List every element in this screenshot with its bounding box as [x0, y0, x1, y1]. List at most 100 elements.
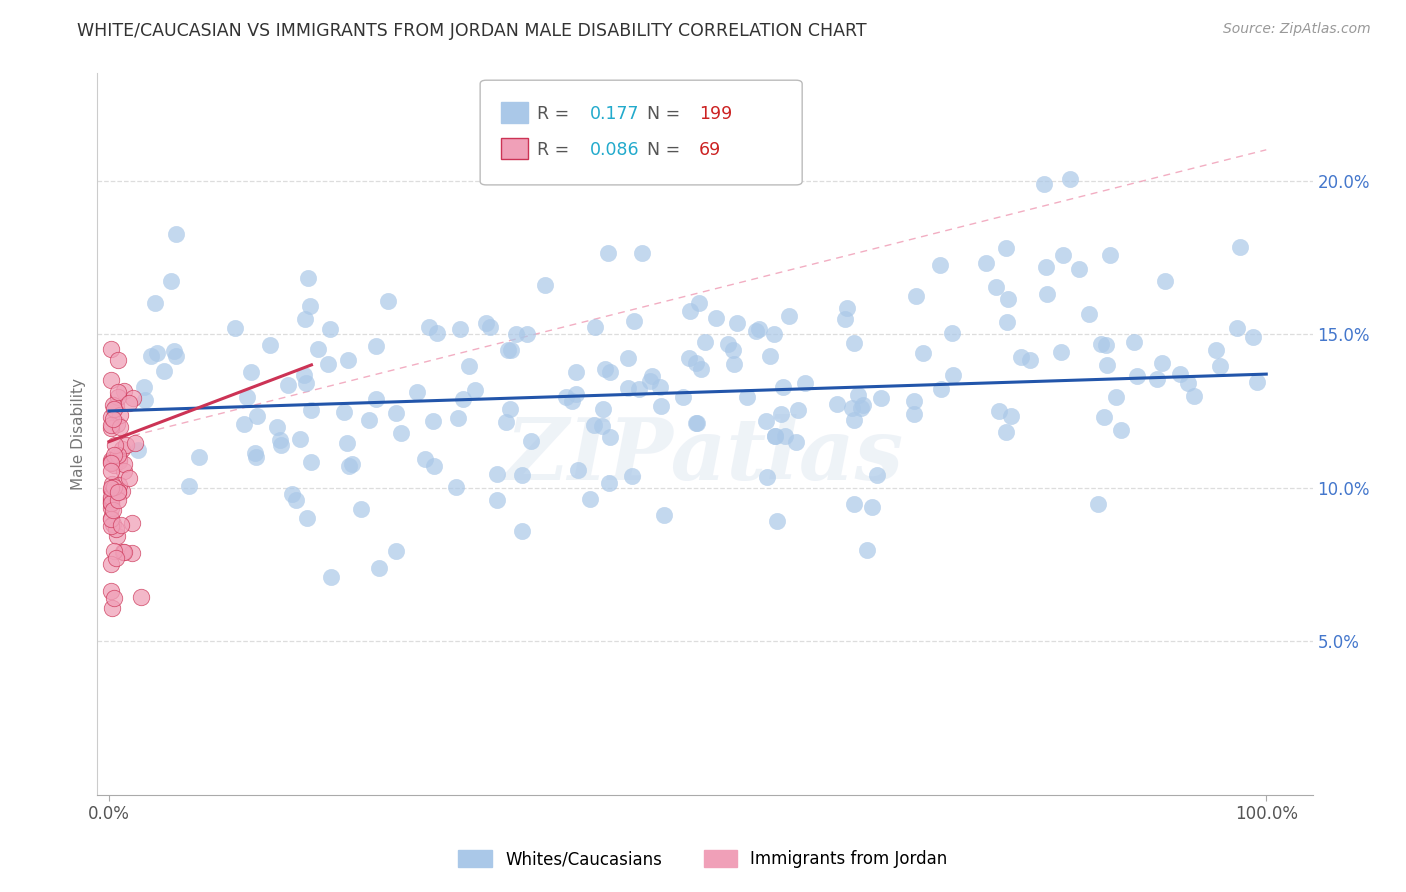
- Point: [778, 309, 800, 323]
- Point: [1000, 409, 1022, 424]
- Text: 0.177: 0.177: [589, 105, 638, 123]
- Point: [422, 414, 444, 428]
- FancyBboxPatch shape: [479, 80, 803, 185]
- Point: [103, 458, 125, 472]
- Point: [100, 496, 122, 510]
- Point: [786, 403, 808, 417]
- Point: [591, 419, 613, 434]
- Point: [444, 480, 467, 494]
- Point: [121, 391, 143, 405]
- Point: [1123, 335, 1146, 350]
- Point: [772, 380, 794, 394]
- FancyBboxPatch shape: [501, 138, 527, 159]
- Point: [852, 399, 875, 413]
- Point: [100, 483, 122, 497]
- Text: R =: R =: [537, 141, 575, 160]
- Point: [100, 496, 122, 510]
- Point: [745, 324, 768, 338]
- Point: [100, 491, 122, 506]
- Point: [318, 322, 340, 336]
- Point: [104, 437, 127, 451]
- Point: [599, 365, 621, 379]
- Point: [763, 429, 786, 443]
- Point: [121, 546, 143, 560]
- Point: [366, 392, 388, 406]
- Point: [631, 246, 654, 260]
- Point: [1154, 274, 1177, 288]
- Point: [988, 403, 1011, 417]
- Point: [107, 484, 129, 499]
- Point: [693, 335, 716, 350]
- Point: [100, 493, 122, 508]
- Point: [870, 391, 893, 405]
- Point: [498, 343, 520, 358]
- Point: [349, 502, 371, 516]
- Point: [765, 429, 787, 443]
- Point: [464, 383, 486, 397]
- Point: [759, 349, 782, 363]
- Point: [108, 409, 131, 423]
- Point: [1052, 248, 1074, 262]
- Point: [103, 516, 125, 531]
- Point: [704, 311, 727, 326]
- Text: 199: 199: [699, 105, 733, 123]
- Point: [100, 481, 122, 495]
- Point: [292, 368, 315, 382]
- Point: [592, 402, 614, 417]
- Point: [100, 456, 122, 470]
- Point: [224, 320, 246, 334]
- Point: [555, 390, 578, 404]
- Point: [679, 304, 702, 318]
- Point: [1177, 376, 1199, 390]
- Point: [100, 420, 122, 434]
- Point: [269, 433, 291, 447]
- FancyBboxPatch shape: [501, 103, 527, 123]
- Point: [567, 463, 589, 477]
- Point: [377, 293, 399, 308]
- Point: [478, 319, 501, 334]
- Point: [108, 420, 131, 434]
- Point: [104, 522, 127, 536]
- Point: [232, 417, 254, 431]
- Point: [179, 478, 201, 492]
- Point: [146, 346, 169, 360]
- Point: [533, 277, 555, 292]
- Point: [259, 338, 281, 352]
- Point: [583, 418, 606, 433]
- Point: [755, 414, 778, 428]
- Text: N =: N =: [647, 141, 685, 160]
- Point: [139, 350, 162, 364]
- Point: [485, 492, 508, 507]
- Point: [617, 351, 640, 366]
- Point: [276, 377, 298, 392]
- Point: [266, 420, 288, 434]
- Point: [406, 384, 429, 399]
- Point: [474, 316, 496, 330]
- Point: [384, 544, 406, 558]
- Point: [100, 490, 122, 504]
- Point: [1010, 350, 1032, 364]
- Point: [1067, 261, 1090, 276]
- Point: [118, 395, 141, 409]
- Point: [516, 326, 538, 341]
- Point: [1209, 359, 1232, 373]
- Point: [105, 417, 128, 432]
- Point: [1126, 369, 1149, 384]
- Point: [763, 326, 786, 341]
- Point: [129, 590, 152, 604]
- Point: [835, 301, 858, 316]
- Point: [641, 369, 664, 384]
- Point: [1229, 240, 1251, 254]
- Point: [512, 524, 534, 539]
- Point: [1059, 172, 1081, 186]
- Point: [316, 357, 339, 371]
- Point: [860, 500, 883, 515]
- Point: [100, 583, 122, 598]
- Point: [721, 343, 744, 358]
- Point: [280, 487, 302, 501]
- Point: [236, 390, 259, 404]
- Point: [114, 438, 136, 452]
- Point: [104, 399, 127, 413]
- Point: [856, 542, 879, 557]
- Point: [995, 315, 1018, 329]
